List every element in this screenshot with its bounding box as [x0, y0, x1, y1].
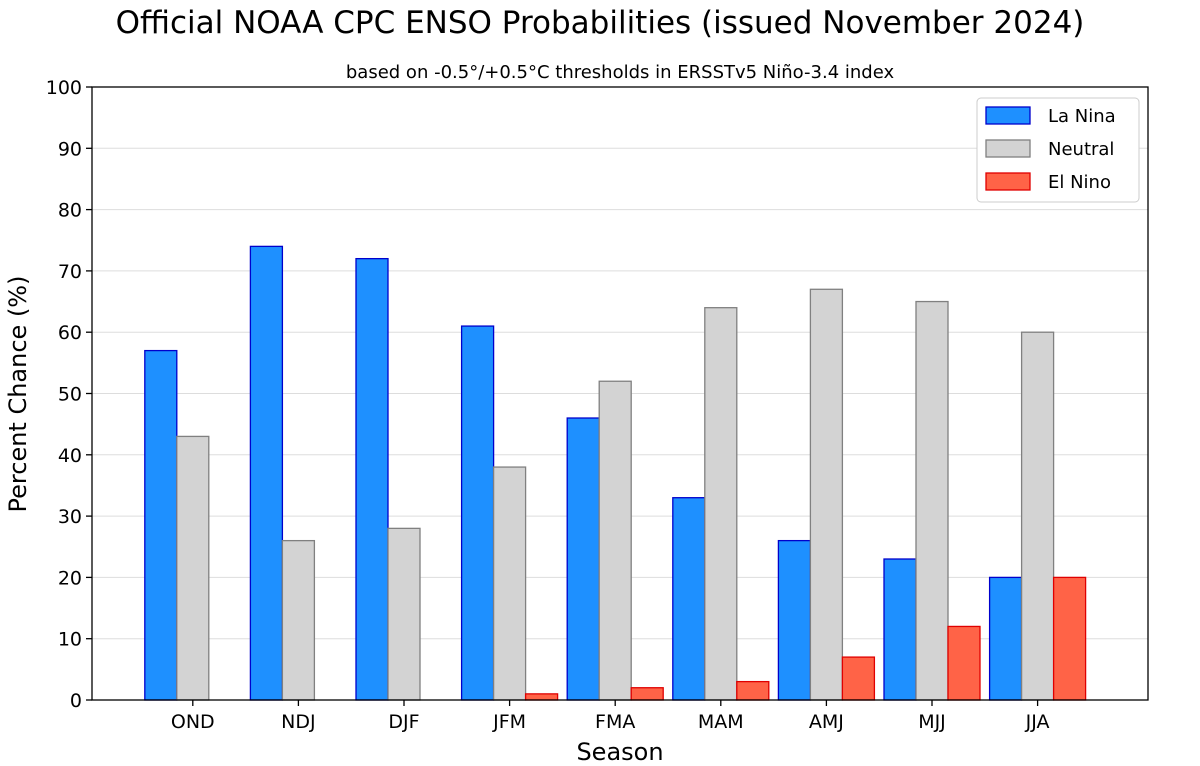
y-tick-label: 40 — [58, 445, 82, 467]
bar-la-nina-jfm — [460, 325, 495, 701]
bar-la-nina-ndj — [249, 245, 284, 701]
legend-swatch — [985, 172, 1031, 191]
bar-neutral-amj — [809, 288, 844, 701]
bar-neutral-ond — [176, 435, 210, 701]
chart-subtitle: based on -0.5°/+0.5°C thresholds in ERSS… — [346, 62, 895, 83]
bar-el-nino-amj — [841, 656, 876, 701]
legend-swatch — [985, 139, 1031, 158]
bar-el-nino-mjj — [947, 625, 981, 701]
bar-neutral-mjj — [915, 300, 949, 701]
y-tick-label: 20 — [58, 567, 82, 589]
y-axis-label: Percent Chance (%) — [4, 276, 32, 513]
bar-neutral-mam — [704, 307, 738, 701]
x-tick-label: AMJ — [809, 711, 844, 733]
x-tick-label: JFM — [492, 711, 526, 733]
x-tick-label: MJJ — [918, 711, 946, 733]
bar-la-nina-amj — [777, 539, 812, 701]
x-tick-label: JJA — [1025, 711, 1050, 733]
x-tick-label: MAM — [698, 711, 744, 733]
chart-title: Official NOAA CPC ENSO Probabilities (is… — [116, 5, 1085, 41]
bars — [144, 245, 1087, 701]
x-axis: OND NDJ DJF JFM FMA MAM AMJ MJJ JJA — [171, 700, 1050, 733]
legend-label: El Nino — [1048, 172, 1111, 193]
bar-el-nino-jja — [1052, 576, 1087, 701]
y-tick-label: 30 — [58, 506, 82, 528]
bar-el-nino-jfm — [524, 693, 559, 701]
bar-la-nina-mjj — [883, 558, 917, 701]
y-tick-label: 0 — [70, 690, 82, 712]
bar-la-nina-fma — [566, 417, 600, 701]
bar-la-nina-djf — [355, 257, 389, 701]
x-tick-label: NDJ — [281, 711, 315, 733]
y-tick-label: 50 — [58, 384, 82, 406]
x-tick-label: FMA — [595, 711, 635, 733]
bar-la-nina-ond — [144, 349, 178, 701]
y-tick-label: 10 — [58, 629, 82, 651]
bar-neutral-jja — [1020, 331, 1055, 701]
y-tick-label: 90 — [58, 138, 82, 160]
x-tick-label: OND — [171, 711, 215, 733]
y-axis: 0 10 20 30 40 50 60 70 80 90 100 — [46, 77, 92, 712]
bar-neutral-jfm — [492, 466, 527, 701]
legend: La Nina Neutral El Nino — [976, 97, 1140, 203]
bar-el-nino-mam — [736, 680, 770, 701]
bar-el-nino-fma — [630, 687, 664, 701]
y-tick-label: 70 — [58, 261, 82, 283]
y-tick-label: 60 — [58, 322, 82, 344]
legend-label: Neutral — [1048, 139, 1114, 160]
legend-swatch — [985, 106, 1031, 125]
x-tick-label: DJF — [388, 711, 419, 733]
bar-la-nina-mam — [672, 497, 706, 701]
bar-neutral-djf — [387, 527, 421, 701]
bar-la-nina-jja — [988, 576, 1023, 701]
y-tick-label: 80 — [58, 200, 82, 222]
bar-neutral-ndj — [281, 539, 316, 701]
legend-label: La Nina — [1048, 106, 1116, 127]
bar-neutral-fma — [598, 380, 632, 701]
y-tick-label: 100 — [46, 77, 82, 99]
x-axis-label: Season — [576, 738, 663, 766]
